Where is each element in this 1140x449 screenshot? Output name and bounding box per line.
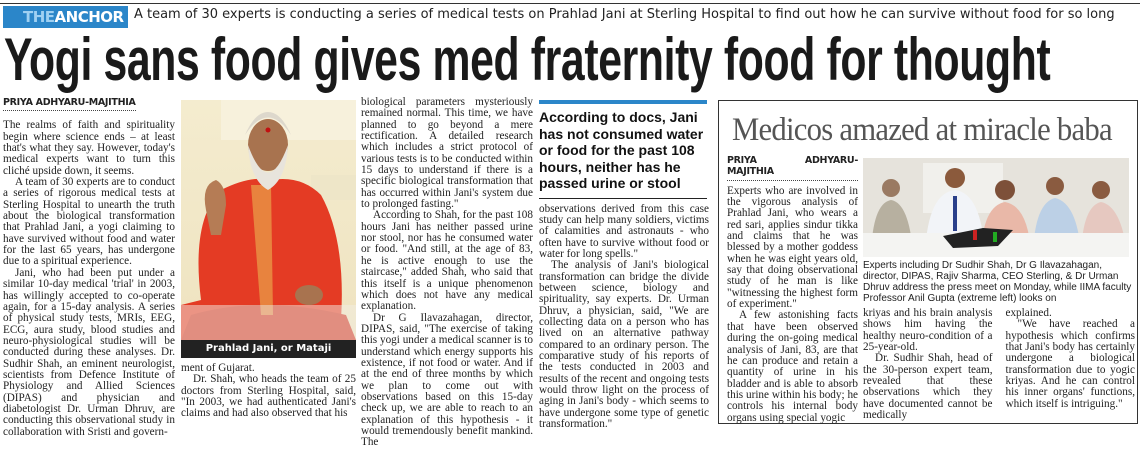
paragraph: ment of Gujarat.	[181, 362, 255, 374]
main-column-4: observations derived from this case stud…	[539, 202, 709, 431]
paragraph: A team of 30 experts are to conduct a se…	[3, 176, 175, 268]
paragraph: The analysis of Jani's biological transf…	[539, 259, 709, 431]
sidebar-title: Medicos amazed at miracle baba	[732, 112, 1113, 148]
byline: PRIYA ADHYARU-MAJITHIA	[3, 97, 136, 112]
paragraph: Dr. Sudhir Shah, head of the 30-person e…	[863, 352, 993, 422]
section-label: THEANCHOR	[3, 6, 128, 28]
paragraph: kriyas and his brain analysis shows him …	[863, 307, 993, 354]
paragraph: observations derived from this case stud…	[539, 202, 709, 260]
press-meet-photo	[863, 158, 1129, 257]
sidebar-columns: kriyas and his brain analysis shows him …	[863, 307, 1136, 422]
paragraph: The realms of faith and spirituality beg…	[3, 119, 175, 177]
paragraph: Dr. Shah, who heads the team of 25 docto…	[181, 373, 356, 420]
main-column-1: PRIYA ADHYARU-MAJITHIA The realms of fai…	[3, 97, 175, 438]
paragraph: explained.	[1005, 307, 1052, 319]
photo-caption: Prahlad Jani, or Mataji	[181, 340, 356, 358]
sidebar-column-1: PRIYA ADHYARU-MAJITHIA Experts who are i…	[727, 155, 858, 424]
paragraph: A few astonishing facts that have been o…	[727, 309, 858, 424]
kicker: A team of 30 experts is conducting a ser…	[134, 7, 1115, 22]
pull-quote-bar	[539, 100, 707, 104]
paragraph: biological parameters mysteriously remai…	[361, 96, 533, 211]
press-meet-caption: Experts including Dr Sudhir Shah, Dr G I…	[863, 260, 1132, 304]
main-column-3: biological parameters mysteriously remai…	[361, 96, 533, 449]
headline: Yogi sans food gives med fraternity food…	[4, 26, 1051, 93]
paragraph: Experts who are involved in the vigorous…	[727, 184, 858, 311]
sidebar-lower: Experts including Dr Sudhir Shah, Dr G I…	[863, 260, 1135, 421]
yogi-photo	[181, 100, 356, 340]
sidebar-column-3: explained. "We have reached a hypothesis…	[1005, 307, 1136, 421]
pull-quote: According to docs, Jani has not consumed…	[539, 109, 704, 191]
sidebar-box	[718, 100, 1138, 424]
paragraph: Dr G Ilavazahagan, director, DIPAS, said…	[361, 311, 533, 449]
pull-quote-rule	[539, 197, 707, 199]
sidebar-byline: PRIYA ADHYARU-MAJITHIA	[727, 155, 858, 181]
main-column-2: ment of Gujarat. Dr. Shah, who heads the…	[181, 362, 356, 420]
sidebar-column-2: kriyas and his brain analysis shows him …	[863, 307, 993, 422]
paragraph: According to Shah, for the past 108 hour…	[361, 209, 533, 313]
paragraph: "We have reached a hypothesis which conf…	[1005, 318, 1136, 410]
section-label-anchor: ANCHOR	[54, 8, 125, 26]
pull-quote-column: According to docs, Jani has not consumed…	[539, 100, 709, 430]
section-label-the: THE	[23, 8, 55, 26]
top-rule	[0, 3, 1140, 4]
paragraph: Jani, who had been put under a similar 1…	[3, 266, 175, 438]
